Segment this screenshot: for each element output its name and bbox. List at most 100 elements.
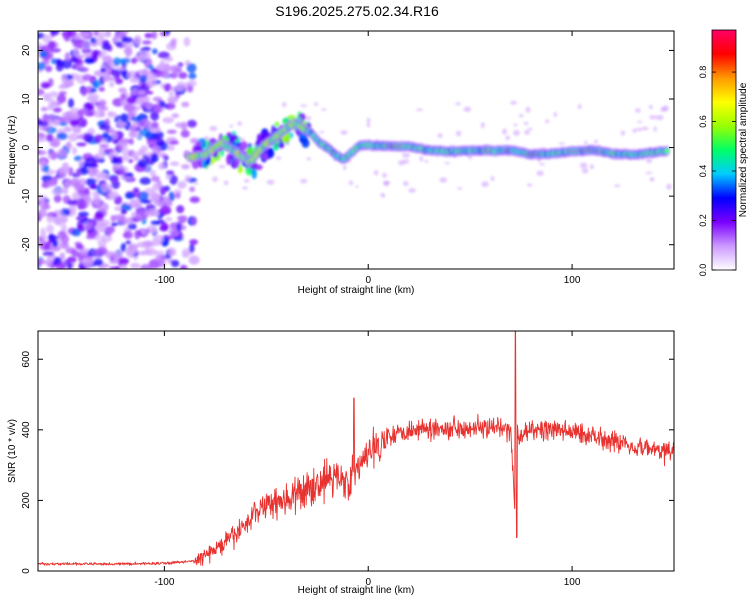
colorbar-tick-label: 0.2	[698, 214, 708, 227]
noise-blob	[505, 135, 511, 141]
noise-blob	[373, 170, 379, 176]
noise-blob	[620, 130, 626, 136]
noise-blob	[78, 159, 85, 169]
noise-blob	[91, 49, 99, 60]
noise-blob	[481, 181, 489, 188]
noise-blob	[144, 228, 151, 234]
noise-blob	[126, 217, 134, 225]
ridge-blob	[237, 164, 243, 174]
noise-blob	[183, 36, 191, 47]
noise-blob	[103, 73, 111, 82]
noise-blob	[139, 177, 152, 185]
noise-blob	[108, 81, 115, 88]
y-tick-label: 20	[21, 44, 32, 56]
noise-blob	[319, 130, 325, 134]
noise-blob	[129, 77, 142, 84]
noise-blob	[75, 168, 82, 178]
noise-blob	[78, 178, 87, 187]
noise-blob	[456, 130, 462, 137]
noise-blob	[300, 178, 308, 184]
noise-blob	[160, 222, 169, 231]
noise-blob	[40, 45, 51, 53]
noise-blob	[212, 176, 218, 183]
noise-blob	[147, 64, 154, 70]
noise-blob	[321, 108, 327, 111]
noise-blob	[113, 57, 121, 66]
y-tick-label: -20	[21, 237, 32, 252]
noise-blob	[97, 223, 108, 233]
noise-blob	[584, 140, 588, 145]
noise-blob	[139, 95, 151, 104]
noise-blob	[155, 254, 167, 263]
noise-blob	[129, 199, 138, 208]
noise-blob	[55, 262, 66, 269]
noise-blob	[102, 132, 109, 137]
noise-blob	[144, 240, 153, 246]
noise-blob	[130, 57, 138, 64]
noise-blob	[660, 107, 668, 112]
noise-blob	[69, 203, 77, 213]
noise-blob	[166, 247, 177, 255]
noise-blob	[653, 126, 657, 132]
noise-blob	[132, 187, 140, 193]
noise-blob	[159, 206, 169, 216]
noise-blob	[42, 164, 50, 173]
noise-blob	[168, 91, 175, 97]
noise-blob	[76, 142, 87, 147]
noise-blob	[649, 115, 657, 120]
noise-blob	[636, 120, 643, 123]
noise-blob	[56, 132, 68, 140]
noise-blob	[98, 146, 108, 156]
noise-blob	[151, 145, 162, 155]
x-tick-label: 100	[564, 577, 581, 588]
noise-blob	[67, 133, 79, 142]
noise-blob	[75, 244, 85, 251]
noise-blob	[169, 140, 180, 145]
noise-blob	[60, 234, 70, 244]
noise-blob	[152, 234, 165, 244]
noise-blob	[98, 86, 105, 92]
ridge-blob	[274, 121, 280, 128]
noise-blob	[169, 72, 178, 79]
noise-blob	[105, 228, 113, 236]
noise-blob	[140, 264, 152, 269]
noise-blob	[38, 238, 46, 249]
noise-blob	[96, 172, 109, 179]
noise-blob	[68, 98, 75, 109]
noise-blob	[162, 117, 174, 124]
noise-blob	[490, 176, 495, 182]
noise-blob	[402, 159, 410, 164]
noise-blob	[81, 257, 93, 267]
noise-blob	[553, 111, 557, 118]
noise-blob	[108, 152, 114, 160]
noise-blob	[136, 90, 147, 96]
noise-blob	[164, 216, 173, 222]
noise-blob	[120, 113, 129, 123]
noise-blob	[645, 158, 653, 163]
noise-blob	[64, 178, 73, 188]
noise-blob	[59, 208, 70, 217]
noise-blob	[408, 188, 416, 193]
noise-blob	[582, 168, 589, 174]
noise-blob	[67, 199, 78, 206]
noise-blob	[223, 180, 229, 186]
noise-blob	[186, 119, 197, 128]
noise-blob	[189, 196, 200, 203]
noise-blob	[100, 183, 113, 193]
noise-blob	[173, 189, 182, 194]
noise-blob	[112, 165, 118, 172]
noise-blob	[125, 240, 132, 245]
ridge-blob	[226, 153, 232, 166]
noise-blob	[70, 249, 78, 254]
noise-blob	[90, 88, 97, 93]
noise-blob	[52, 238, 58, 248]
noise-blob	[129, 125, 136, 133]
noise-blob	[151, 31, 158, 40]
noise-blob	[594, 139, 598, 144]
noise-blob	[123, 103, 136, 112]
noise-blob	[90, 37, 97, 44]
noise-blob	[76, 117, 88, 128]
noise-blob	[121, 147, 130, 155]
noise-blob	[107, 111, 118, 118]
noise-blob	[79, 250, 88, 257]
